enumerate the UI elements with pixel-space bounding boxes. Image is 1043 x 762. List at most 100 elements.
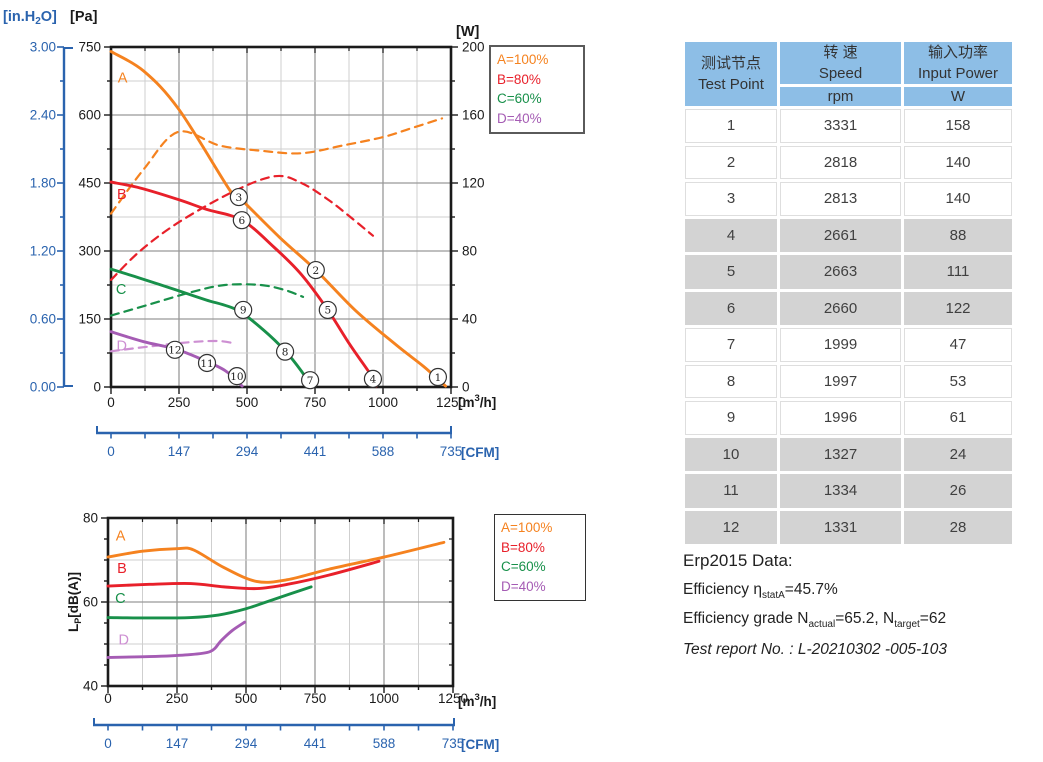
svg-text:1.80: 1.80: [30, 176, 56, 191]
test-point-marker: [275, 342, 295, 361]
cell-power: 140: [904, 182, 1012, 216]
svg-text:6: 6: [238, 215, 245, 227]
svg-text:[W]: [W]: [456, 24, 480, 40]
svg-text:588: 588: [372, 444, 395, 459]
cell-power: 158: [904, 109, 1012, 143]
legend-item-b: B=80%: [501, 539, 545, 555]
svg-text:D: D: [116, 339, 126, 355]
D-power-dashed: [109, 339, 237, 353]
svg-text:0: 0: [104, 691, 112, 706]
cell-speed: 3331: [780, 109, 901, 143]
legend-item-b: B=80%: [497, 71, 541, 87]
svg-text:750: 750: [78, 40, 101, 55]
header-w-unit: W: [904, 87, 1012, 106]
svg-text:2: 2: [312, 265, 319, 277]
test-point-marker: [301, 371, 320, 390]
svg-text:60: 60: [83, 595, 98, 610]
cell-power: 61: [904, 401, 1012, 435]
cell-point: 7: [685, 328, 777, 362]
svg-text:[CFM]: [CFM]: [461, 737, 499, 752]
legend-item-a: A=100%: [501, 520, 553, 535]
svg-text:1000: 1000: [368, 395, 398, 410]
table-row: 6 2660 122: [685, 291, 1012, 325]
svg-text:A: A: [118, 70, 128, 86]
svg-text:1.20: 1.20: [30, 244, 56, 259]
svg-text:0: 0: [93, 380, 101, 395]
table-row: 12 1331 28: [685, 510, 1012, 544]
table-row: 7 1999 47: [685, 328, 1012, 362]
header-rpm-unit: rpm: [780, 87, 901, 106]
header-test-point: 测试节点 Test Point: [685, 42, 777, 106]
table-row: 10 1327 24: [685, 437, 1012, 471]
svg-text:200: 200: [462, 40, 485, 55]
erp-efficiency-line: Efficiency ηstatA=45.7%: [683, 581, 838, 602]
svg-text:147: 147: [168, 444, 191, 459]
cell-point: 9: [685, 401, 777, 435]
erp-test-report: Test report No. : L-20210302 -005-103: [683, 641, 947, 659]
cell-power: 24: [904, 437, 1012, 471]
legend-item-c: C=60%: [497, 91, 542, 106]
svg-text:B: B: [117, 561, 127, 577]
cell-speed: 2663: [780, 255, 901, 289]
cell-speed: 1331: [780, 510, 901, 544]
cell-point: 2: [685, 145, 777, 179]
svg-text:150: 150: [78, 312, 101, 327]
svg-text:40: 40: [83, 679, 98, 694]
cell-power: 28: [904, 510, 1012, 544]
svg-text:12: 12: [168, 345, 181, 357]
cell-point: 12: [685, 510, 777, 544]
legend-item-d: D=40%: [501, 578, 546, 594]
svg-text:300: 300: [78, 244, 101, 259]
table-row: 5 2663 111: [685, 255, 1012, 289]
C-noise: [106, 585, 313, 620]
table-row: 8 1997 53: [685, 364, 1012, 398]
cell-speed: 1999: [780, 328, 901, 362]
cell-speed: 1996: [780, 401, 901, 435]
test-point-marker: [229, 187, 248, 207]
header-test-point-cn: 测试节点: [700, 55, 761, 72]
svg-text:7: 7: [307, 375, 314, 387]
svg-text:160: 160: [462, 108, 485, 123]
svg-text:0: 0: [107, 444, 115, 459]
cell-power: 122: [904, 291, 1012, 325]
svg-text:1: 1: [435, 372, 442, 384]
erp-title: Erp2015 Data:: [683, 551, 793, 570]
svg-text:600: 600: [78, 108, 101, 123]
svg-text:588: 588: [373, 736, 396, 751]
cell-point: 8: [685, 364, 777, 398]
header-speed-en: Speed: [818, 65, 863, 82]
svg-text:0: 0: [104, 736, 112, 751]
cell-point: 10: [685, 437, 777, 471]
cell-speed: 1997: [780, 364, 901, 398]
A-pressure: [109, 50, 448, 388]
test-point-marker: [428, 367, 448, 387]
svg-text:1000: 1000: [369, 691, 399, 706]
svg-text:C: C: [116, 282, 126, 298]
legend-item-a: A=100%: [497, 52, 549, 67]
svg-text:[CFM]: [CFM]: [461, 445, 499, 460]
table-row: 2 2818 140: [685, 145, 1012, 179]
svg-text:11: 11: [200, 358, 213, 370]
cell-point: 3: [685, 182, 777, 216]
svg-text:[m3/h]: [m3/h]: [458, 393, 496, 410]
cell-speed: 2661: [780, 218, 901, 252]
table-row: 9 1996 61: [685, 401, 1012, 435]
header-input-power-en: Input Power: [917, 65, 999, 82]
cell-point: 11: [685, 474, 777, 508]
table-row: 3 2813 140: [685, 182, 1012, 216]
svg-text:40: 40: [462, 312, 477, 327]
test-point-marker: [363, 369, 383, 388]
legend-item-c: C=60%: [501, 559, 546, 574]
cell-speed: 2813: [780, 182, 901, 216]
table-row: 1 3331 158: [685, 109, 1012, 143]
C-power-dashed: [109, 283, 305, 317]
svg-text:9: 9: [240, 305, 247, 317]
svg-text:147: 147: [166, 736, 189, 751]
svg-text:[Pa]: [Pa]: [70, 9, 98, 25]
cell-power: 140: [904, 145, 1012, 179]
noise-chart: 80 60 40 0 250 500 750 1000 1250 LP[dB(A)] [m3/h] 0…: [66, 511, 499, 753]
cell-power: 88: [904, 218, 1012, 252]
B-power-dashed: [109, 174, 375, 281]
cell-power: 53: [904, 364, 1012, 398]
svg-text:B: B: [117, 187, 127, 203]
